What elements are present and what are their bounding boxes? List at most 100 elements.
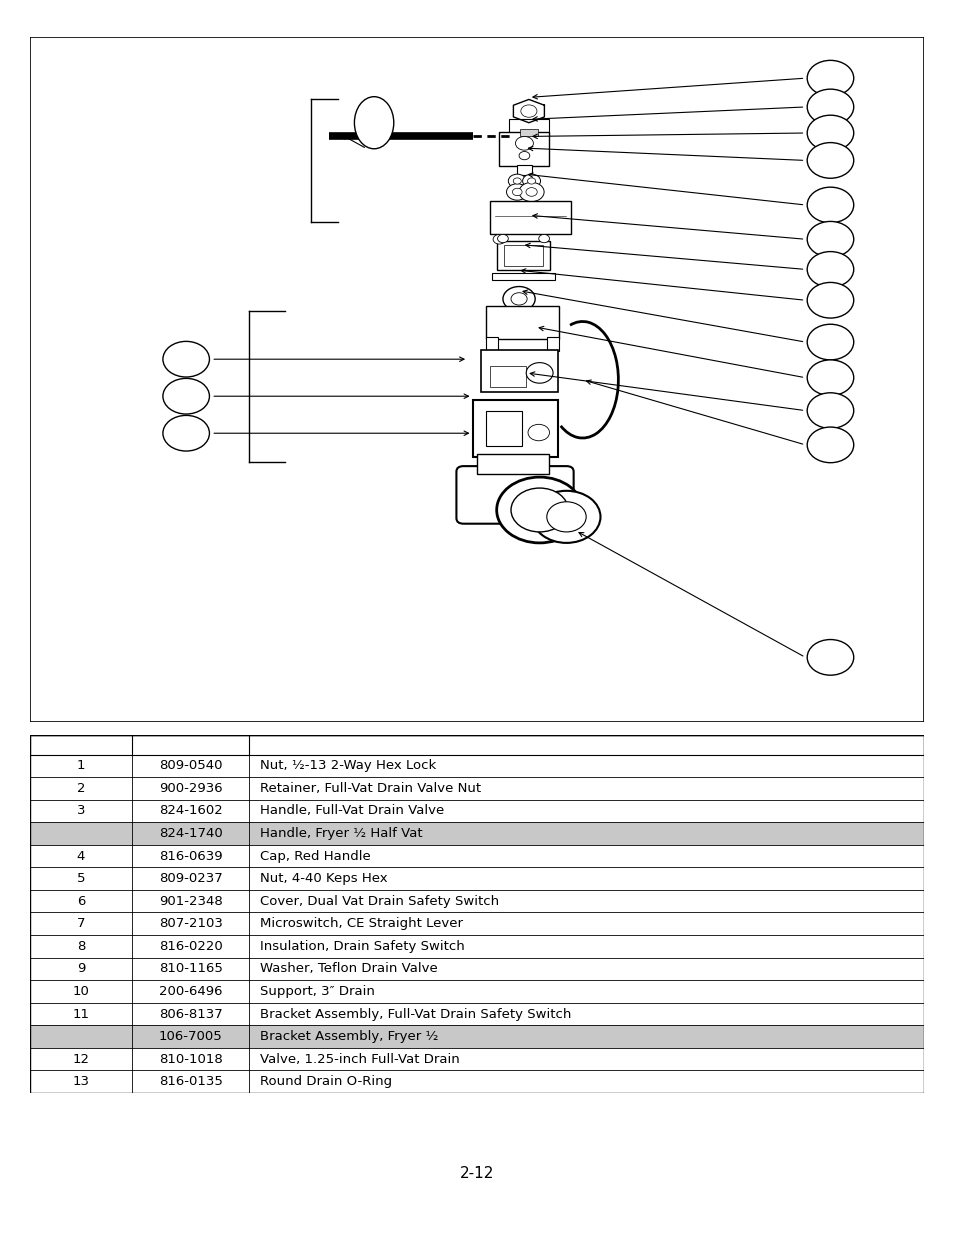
Bar (30, 981, 923, 1003)
Text: 900-2936: 900-2936 (158, 782, 222, 795)
Text: Cover, Dual Vat Drain Safety Switch: Cover, Dual Vat Drain Safety Switch (259, 894, 498, 908)
Bar (546, 337, 558, 351)
Circle shape (806, 142, 853, 178)
Text: 8: 8 (77, 940, 85, 953)
Circle shape (493, 235, 505, 245)
Text: 4: 4 (77, 850, 85, 862)
Text: Nut, 4-40 Keps Hex: Nut, 4-40 Keps Hex (259, 872, 387, 885)
Text: Valve, 1.25-inch Full-Vat Drain: Valve, 1.25-inch Full-Vat Drain (259, 1052, 458, 1066)
Circle shape (806, 359, 853, 395)
Text: 6: 6 (77, 894, 85, 908)
Text: 200-6496: 200-6496 (159, 986, 222, 998)
Text: 901-2348: 901-2348 (158, 894, 222, 908)
Text: 816-0135: 816-0135 (158, 1076, 222, 1088)
Bar (30, 1003, 923, 1025)
Bar (30, 1047, 923, 1071)
Text: 824-1602: 824-1602 (158, 804, 222, 818)
Text: 809-0237: 809-0237 (158, 872, 222, 885)
Circle shape (538, 235, 549, 242)
Circle shape (525, 188, 537, 196)
Bar (476, 454, 548, 474)
Circle shape (527, 425, 549, 441)
Circle shape (806, 325, 853, 359)
Text: 809-0540: 809-0540 (159, 760, 222, 772)
Bar (492, 273, 555, 279)
Circle shape (806, 61, 853, 96)
Text: Bracket Assembly, Full-Vat Drain Safety Switch: Bracket Assembly, Full-Vat Drain Safety … (259, 1008, 570, 1020)
Text: 9: 9 (77, 962, 85, 976)
Text: 11: 11 (72, 1008, 90, 1020)
Circle shape (532, 490, 599, 543)
Text: Cap, Red Handle: Cap, Red Handle (259, 850, 370, 862)
Bar (509, 120, 548, 136)
Bar (490, 366, 526, 387)
Bar (30, 823, 923, 845)
Circle shape (511, 488, 568, 532)
Circle shape (518, 183, 543, 201)
Circle shape (806, 393, 853, 429)
Circle shape (515, 136, 533, 151)
Bar (30, 777, 923, 799)
Text: 824-1740: 824-1740 (158, 827, 222, 840)
Text: 2-12: 2-12 (459, 1166, 494, 1181)
Circle shape (522, 174, 540, 188)
Bar (30, 957, 923, 981)
Circle shape (806, 221, 853, 257)
Circle shape (806, 115, 853, 151)
Bar (503, 246, 542, 266)
Text: 10: 10 (72, 986, 90, 998)
Bar (485, 306, 558, 338)
Bar (498, 132, 549, 165)
Text: Insulation, Drain Safety Switch: Insulation, Drain Safety Switch (259, 940, 464, 953)
Bar (30, 913, 923, 935)
Circle shape (508, 174, 526, 188)
Circle shape (163, 415, 210, 451)
Circle shape (806, 89, 853, 125)
Text: Nut, ½-13 2-Way Hex Lock: Nut, ½-13 2-Way Hex Lock (259, 760, 436, 772)
Bar (30, 935, 923, 957)
Bar (519, 128, 537, 136)
Text: Bracket Assembly, Fryer ½: Bracket Assembly, Fryer ½ (259, 1030, 437, 1044)
Circle shape (527, 178, 535, 184)
Ellipse shape (354, 96, 394, 148)
Text: 806-8137: 806-8137 (158, 1008, 222, 1020)
Circle shape (511, 293, 527, 305)
Circle shape (512, 188, 521, 195)
Text: 5: 5 (76, 872, 85, 885)
Text: 7: 7 (76, 918, 85, 930)
Text: Round Drain O-Ring: Round Drain O-Ring (259, 1076, 392, 1088)
Text: 12: 12 (72, 1052, 90, 1066)
Bar (497, 241, 550, 270)
Text: 810-1018: 810-1018 (158, 1052, 222, 1066)
Circle shape (506, 184, 527, 200)
Text: 1: 1 (76, 760, 85, 772)
Bar (30, 890, 923, 913)
Bar (30, 735, 923, 755)
Text: 106-7005: 106-7005 (158, 1030, 222, 1044)
Circle shape (518, 152, 529, 159)
Bar (517, 165, 531, 175)
Bar (30, 799, 923, 823)
Bar (485, 337, 498, 351)
Circle shape (497, 235, 508, 242)
Text: 13: 13 (72, 1076, 90, 1088)
Text: Handle, Full-Vat Drain Valve: Handle, Full-Vat Drain Valve (259, 804, 443, 818)
Bar (30, 755, 923, 777)
Circle shape (806, 427, 853, 463)
Circle shape (513, 178, 520, 184)
Polygon shape (513, 100, 544, 122)
Circle shape (163, 341, 210, 377)
Circle shape (502, 287, 535, 311)
Bar (30, 1025, 923, 1047)
Circle shape (520, 105, 537, 117)
Circle shape (806, 188, 853, 222)
Text: Microswitch, CE Straight Lever: Microswitch, CE Straight Lever (259, 918, 462, 930)
Circle shape (163, 378, 210, 414)
Text: 810-1165: 810-1165 (158, 962, 222, 976)
Bar (30, 867, 923, 890)
Text: 807-2103: 807-2103 (158, 918, 222, 930)
Text: 3: 3 (76, 804, 85, 818)
Circle shape (806, 252, 853, 288)
FancyBboxPatch shape (456, 466, 573, 524)
Bar (472, 400, 557, 457)
